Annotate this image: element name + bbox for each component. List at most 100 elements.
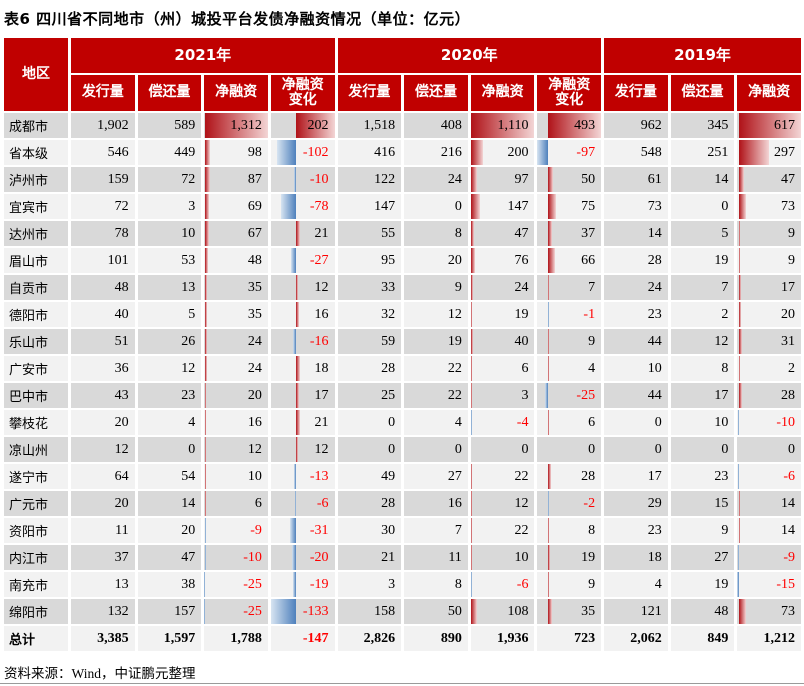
value-text: 55: [381, 225, 396, 241]
value-cell: 73: [737, 194, 801, 219]
value-cell: 4: [404, 410, 468, 435]
value-text: 108: [507, 603, 529, 619]
value-text: 0: [388, 441, 396, 457]
value-text: 10: [714, 414, 729, 430]
value-cell: 48: [204, 248, 268, 273]
value-text: 35: [581, 603, 596, 619]
column-header: 偿还量: [404, 75, 468, 111]
value-cell: -97: [537, 140, 602, 165]
value-cell: 345: [670, 113, 735, 138]
value-text: 69: [247, 198, 262, 214]
region-name: 绵阳市: [4, 599, 68, 624]
positive-data-bar: [471, 248, 476, 273]
value-cell: 16: [404, 491, 468, 516]
value-cell: 66: [537, 248, 602, 273]
value-text: -10: [243, 549, 262, 565]
value-cell: 51: [71, 329, 135, 354]
value-cell: 11: [404, 545, 468, 570]
value-text: 23: [714, 468, 729, 484]
negative-data-bar: [292, 572, 297, 597]
value-cell: 30: [337, 518, 402, 543]
column-header: 净融资 变化: [537, 75, 602, 111]
value-text: 251: [707, 144, 729, 160]
value-cell: 12: [71, 437, 135, 462]
value-text: -9: [250, 522, 262, 538]
positive-data-bar: [296, 275, 299, 300]
value-cell: 16: [270, 302, 335, 327]
value-cell: 3: [470, 383, 535, 408]
negative-data-bar: [295, 491, 297, 516]
value-cell: 5: [670, 221, 735, 246]
value-cell: -1: [537, 302, 602, 327]
value-cell: 3: [137, 194, 202, 219]
value-cell: -13: [270, 464, 335, 489]
value-cell: 157: [137, 599, 202, 624]
positive-data-bar: [205, 437, 207, 462]
value-cell: 32: [337, 302, 402, 327]
value-text: 12: [114, 441, 129, 457]
value-cell: 4: [537, 356, 602, 381]
region-name: 巴中市: [4, 383, 68, 408]
value-cell: -27: [270, 248, 335, 273]
positive-data-bar: [205, 410, 207, 435]
positive-data-bar: [547, 410, 549, 435]
value-text: 23: [647, 306, 662, 322]
negative-data-bar: [270, 599, 297, 624]
positive-data-bar: [471, 329, 474, 354]
value-cell: 2: [737, 356, 801, 381]
value-text: 48: [247, 252, 262, 268]
positive-data-bar: [547, 329, 549, 354]
value-cell: 16: [204, 410, 268, 435]
value-cell: 44: [604, 329, 668, 354]
value-text: 95: [381, 252, 396, 268]
value-cell: 8: [537, 518, 602, 543]
value-text: 7: [454, 522, 462, 538]
value-cell: 9: [737, 248, 801, 273]
value-cell: 1,936: [470, 626, 535, 651]
value-cell: 12: [204, 437, 268, 462]
column-header: 净融资: [737, 75, 801, 111]
value-text: 44: [647, 387, 662, 403]
positive-data-bar: [296, 410, 301, 435]
positive-data-bar: [471, 383, 473, 408]
value-text: 37: [114, 549, 129, 565]
value-text: 890: [440, 630, 462, 646]
value-cell: 27: [404, 464, 468, 489]
value-cell: 13: [71, 572, 135, 597]
negative-data-bar: [470, 572, 472, 597]
positive-data-bar: [205, 383, 207, 408]
value-text: 19: [714, 576, 729, 592]
value-text: -102: [302, 144, 329, 160]
value-text: 20: [181, 522, 196, 538]
value-text: -78: [309, 198, 329, 214]
value-text: 1,110: [497, 117, 529, 133]
positive-data-bar: [738, 329, 742, 354]
value-text: 72: [181, 171, 196, 187]
value-text: 12: [314, 441, 329, 457]
value-text: 408: [440, 117, 462, 133]
value-cell: 23: [670, 464, 735, 489]
value-cell: 159: [71, 167, 135, 192]
value-text: 0: [721, 198, 729, 214]
value-cell: 20: [137, 518, 202, 543]
value-text: 76: [514, 252, 529, 268]
value-text: 216: [440, 144, 462, 160]
value-text: -4: [516, 414, 529, 430]
value-cell: 548: [604, 140, 668, 165]
value-cell: 0: [337, 410, 402, 435]
negative-data-bar: [291, 248, 297, 273]
value-cell: 408: [404, 113, 468, 138]
value-cell: 28: [537, 464, 602, 489]
value-text: 1,312: [230, 117, 262, 133]
value-cell: -15: [737, 572, 801, 597]
value-cell: 24: [470, 275, 535, 300]
value-text: 546: [107, 144, 129, 160]
value-text: 3: [521, 387, 529, 403]
value-cell: 297: [737, 140, 801, 165]
region-name: 广元市: [4, 491, 68, 516]
value-cell: 47: [470, 221, 535, 246]
value-cell: 9: [537, 329, 602, 354]
value-cell: 890: [404, 626, 468, 651]
value-text: 28: [381, 360, 396, 376]
negative-data-bar: [737, 545, 739, 570]
